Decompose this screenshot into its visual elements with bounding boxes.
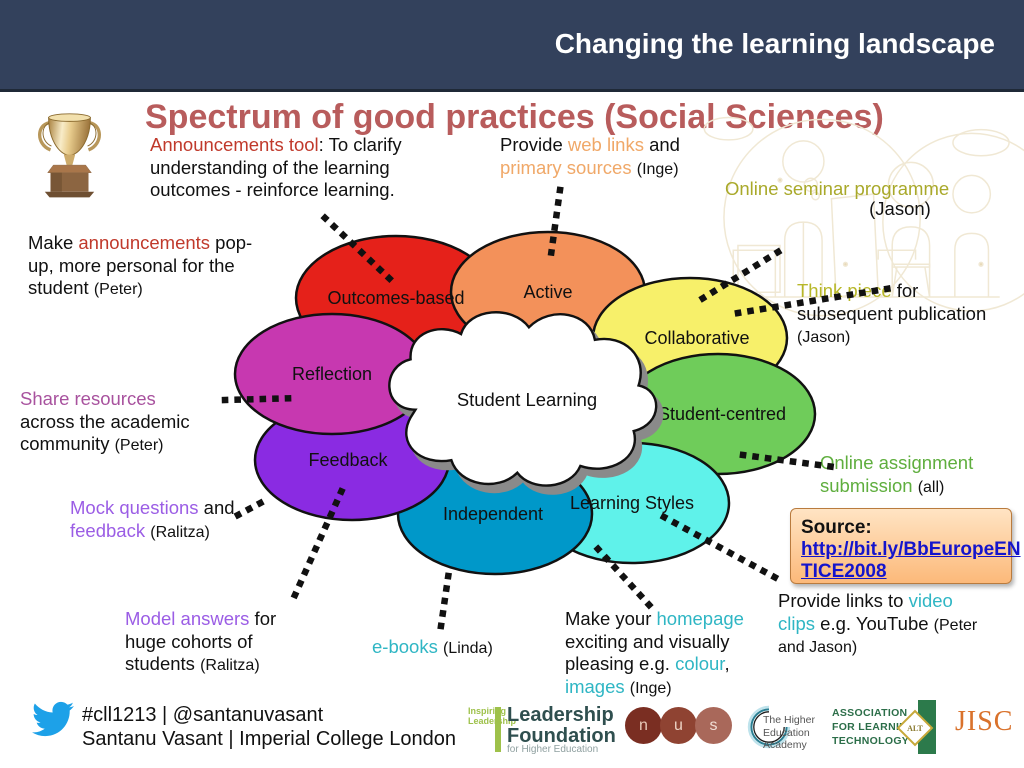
svg-text:Learning Styles: Learning Styles bbox=[570, 493, 694, 513]
svg-text:Student Learning: Student Learning bbox=[457, 389, 597, 410]
svg-text:Outcomes-based: Outcomes-based bbox=[327, 288, 464, 308]
svg-text:Independent: Independent bbox=[443, 504, 543, 524]
svg-text:Feedback: Feedback bbox=[308, 450, 388, 470]
svg-text:Reflection: Reflection bbox=[292, 364, 372, 384]
svg-text:Student-centred: Student-centred bbox=[658, 404, 786, 424]
svg-text:Active: Active bbox=[523, 282, 572, 302]
svg-text:Collaborative: Collaborative bbox=[644, 328, 749, 348]
